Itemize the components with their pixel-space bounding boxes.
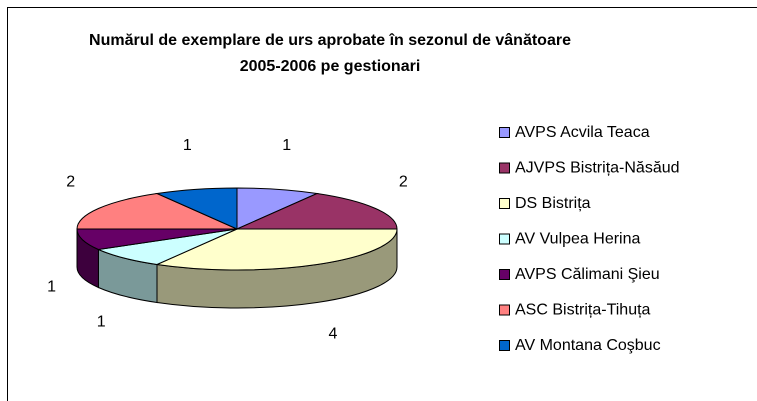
legend-label: DS Bistrița bbox=[515, 195, 591, 212]
data-label: 4 bbox=[329, 326, 338, 343]
legend-label: AV Montana Coşbuc bbox=[515, 337, 661, 354]
legend-label: AVPS Călimani Şieu bbox=[515, 266, 660, 283]
data-label: 1 bbox=[97, 313, 106, 330]
chart-title: Numărul de exemplare de urs aprobate în … bbox=[89, 32, 571, 75]
legend-swatch bbox=[499, 269, 510, 280]
data-label: 1 bbox=[47, 278, 56, 295]
legend-swatch bbox=[499, 198, 510, 209]
slice bbox=[155, 228, 398, 271]
data-label: 1 bbox=[282, 137, 291, 154]
legend-label: AJVPS Bistrița-Năsăud bbox=[515, 160, 680, 177]
data-label: 2 bbox=[66, 173, 75, 190]
legend-swatch bbox=[499, 233, 510, 245]
legend-label: AVPS Acvila Teaca bbox=[515, 124, 650, 141]
slice bbox=[76, 192, 238, 230]
legend-label: ASC Bistrița-Tihuța bbox=[515, 302, 651, 319]
data-label: 1 bbox=[183, 137, 192, 154]
legend-swatch bbox=[499, 127, 510, 138]
slice bbox=[236, 192, 398, 230]
slice bbox=[155, 187, 238, 230]
legend-label: AV Vulpea Herina bbox=[515, 231, 641, 248]
legend-swatch bbox=[499, 162, 510, 174]
data-label: 2 bbox=[399, 173, 408, 190]
legend-swatch bbox=[499, 304, 510, 316]
legend-swatch bbox=[499, 340, 510, 351]
